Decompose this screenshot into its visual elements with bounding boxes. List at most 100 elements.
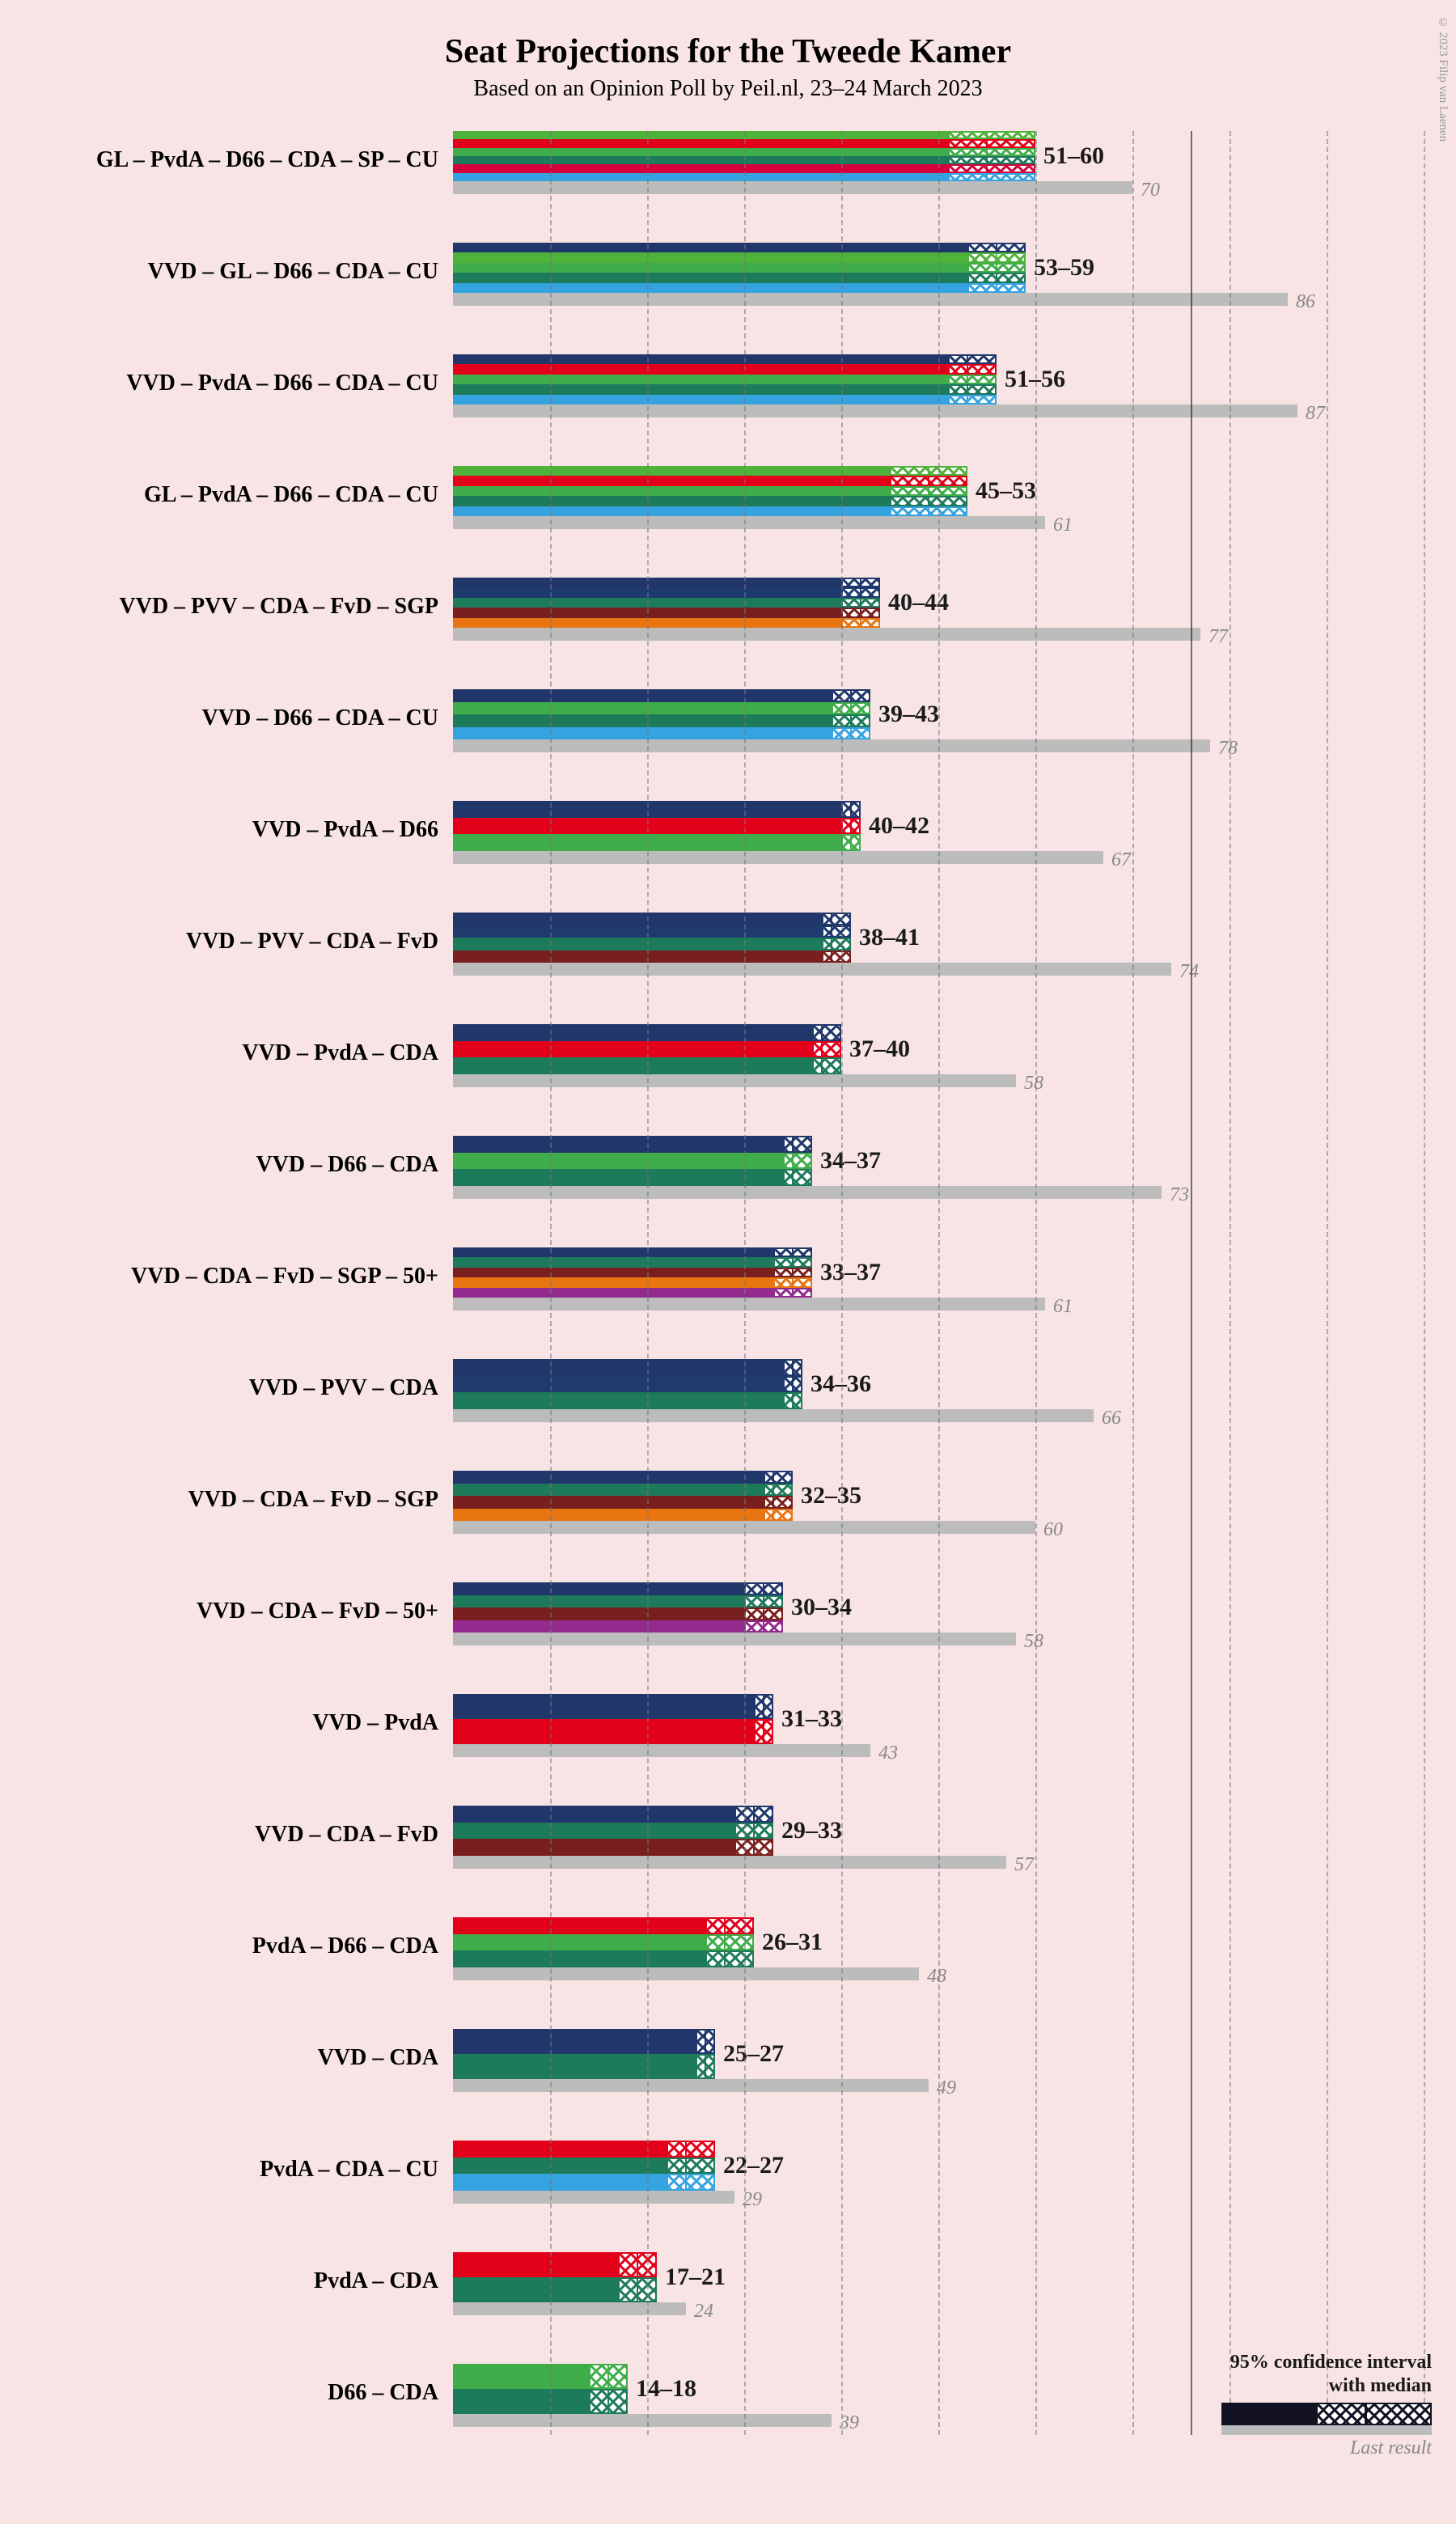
party-stripe bbox=[453, 1169, 1424, 1186]
coalition-row: VVD – PVV – CDA – FvD – SGP40–4477 bbox=[453, 578, 1424, 641]
party-stripe bbox=[453, 1694, 1424, 1719]
last-result-bar bbox=[453, 1074, 1016, 1087]
coalition-bar bbox=[453, 913, 1424, 963]
party-stripe bbox=[453, 1839, 1424, 1856]
party-stripe bbox=[453, 384, 1424, 394]
party-stripe bbox=[453, 1247, 1424, 1257]
party-stripe bbox=[453, 1288, 1424, 1298]
coalition-bar bbox=[453, 1471, 1424, 1521]
majority-marker bbox=[1191, 293, 1192, 306]
coalition-label: VVD – CDA bbox=[318, 2045, 453, 2071]
party-stripe bbox=[453, 1471, 1424, 1484]
last-result-bar bbox=[453, 404, 1297, 417]
range-label: 25–27 bbox=[723, 2040, 784, 2068]
last-result-bar bbox=[453, 2414, 832, 2427]
coalition-bar bbox=[453, 1582, 1424, 1633]
range-label: 38–41 bbox=[859, 924, 920, 951]
party-stripe bbox=[453, 2174, 1424, 2191]
coalition-bar bbox=[453, 1806, 1424, 1856]
coalition-label: VVD – CDA – FvD – 50+ bbox=[197, 1599, 453, 1624]
coalition-bar bbox=[453, 801, 1424, 851]
last-result-label: 58 bbox=[1024, 1631, 1043, 1653]
party-stripe bbox=[453, 476, 1424, 485]
range-label: 26–31 bbox=[762, 1929, 823, 1956]
party-stripe bbox=[453, 466, 1424, 476]
coalition-label: VVD – PvdA – CDA bbox=[242, 1040, 453, 1066]
last-result-label: 61 bbox=[1053, 515, 1073, 536]
range-label: 53–59 bbox=[1034, 254, 1094, 282]
range-label: 32–35 bbox=[801, 1482, 861, 1510]
coalition-row: VVD – GL – D66 – CDA – CU53–5986 bbox=[453, 243, 1424, 306]
majority-marker bbox=[1191, 739, 1192, 752]
last-result-label: 48 bbox=[927, 1966, 946, 1988]
coalition-row: VVD – PVV – CDA – FvD38–4174 bbox=[453, 913, 1424, 976]
party-stripe bbox=[453, 925, 1424, 938]
party-stripe bbox=[453, 506, 1424, 516]
party-stripe bbox=[453, 1484, 1424, 1497]
last-result-bar bbox=[453, 963, 1171, 976]
party-stripe bbox=[453, 1359, 1424, 1376]
coalition-label: VVD – CDA – FvD – SGP – 50+ bbox=[131, 1264, 453, 1290]
coalition-row: GL – PvdA – D66 – CDA – CU45–5361 bbox=[453, 466, 1424, 529]
coalition-bar bbox=[453, 1136, 1424, 1186]
chart-plot-area: GL – PvdA – D66 – CDA – SP – CU51–6070VV… bbox=[453, 131, 1424, 2475]
coalition-row: VVD – CDA25–2749 bbox=[453, 2029, 1424, 2092]
last-result-bar bbox=[453, 2191, 734, 2204]
last-result-label: 49 bbox=[937, 2077, 956, 2099]
party-stripe bbox=[453, 354, 1424, 364]
coalition-bar bbox=[453, 2141, 1424, 2191]
last-result-bar bbox=[453, 1967, 919, 1980]
party-stripe bbox=[453, 2054, 1424, 2079]
last-result-label: 43 bbox=[878, 1743, 898, 1764]
coalition-bar bbox=[453, 2029, 1424, 2079]
range-label: 34–37 bbox=[820, 1147, 881, 1175]
last-result-label: 87 bbox=[1306, 403, 1325, 425]
last-result-bar bbox=[453, 1744, 870, 1757]
last-result-bar bbox=[453, 851, 1103, 864]
coalition-bar bbox=[453, 1917, 1424, 1967]
range-label: 45–53 bbox=[976, 477, 1036, 505]
party-stripe bbox=[453, 131, 1424, 139]
party-stripe bbox=[453, 375, 1424, 384]
coalition-label: VVD – PVV – CDA – FvD bbox=[186, 929, 453, 955]
last-result-bar bbox=[453, 1856, 1006, 1869]
party-stripe bbox=[453, 938, 1424, 951]
coalition-row: VVD – PvdA31–3343 bbox=[453, 1694, 1424, 1757]
party-stripe bbox=[453, 173, 1424, 181]
coalition-bar bbox=[453, 1694, 1424, 1744]
last-result-bar bbox=[453, 2079, 929, 2092]
coalition-label: VVD – CDA – FvD bbox=[255, 1822, 453, 1848]
range-label: 37–40 bbox=[849, 1035, 910, 1063]
coalition-row: VVD – CDA – FvD – 50+30–3458 bbox=[453, 1582, 1424, 1645]
party-stripe bbox=[453, 1917, 1424, 1934]
coalition-label: PvdA – CDA – CU bbox=[260, 2157, 453, 2183]
party-stripe bbox=[453, 283, 1424, 293]
coalition-label: VVD – PvdA – D66 bbox=[252, 817, 453, 843]
gridline bbox=[1424, 131, 1425, 2435]
party-stripe bbox=[453, 618, 1424, 628]
party-stripe bbox=[453, 1257, 1424, 1267]
party-stripe bbox=[453, 1041, 1424, 1058]
last-result-bar bbox=[453, 1633, 1016, 1645]
last-result-bar bbox=[453, 293, 1288, 306]
coalition-label: VVD – PVV – CDA bbox=[249, 1375, 453, 1401]
range-label: 17–21 bbox=[665, 2264, 726, 2291]
coalition-label: VVD – CDA – FvD – SGP bbox=[188, 1487, 453, 1513]
coalition-label: VVD – GL – D66 – CDA – CU bbox=[148, 259, 453, 285]
party-stripe bbox=[453, 1950, 1424, 1967]
coalition-label: VVD – PvdA – D66 – CDA – CU bbox=[126, 371, 453, 396]
party-stripe bbox=[453, 496, 1424, 506]
coalition-row: VVD – PVV – CDA34–3666 bbox=[453, 1359, 1424, 1422]
party-stripe bbox=[453, 1509, 1424, 1522]
party-stripe bbox=[453, 2252, 1424, 2277]
party-stripe bbox=[453, 2029, 1424, 2054]
coalition-label: VVD – PVV – CDA – FvD – SGP bbox=[119, 594, 453, 620]
party-stripe bbox=[453, 1268, 1424, 1277]
coalition-bar bbox=[453, 2252, 1424, 2302]
coalition-row: VVD – D66 – CDA – CU39–4378 bbox=[453, 689, 1424, 752]
last-result-label: 57 bbox=[1014, 1854, 1034, 1876]
legend-last-label: Last result bbox=[1221, 2437, 1432, 2459]
party-stripe bbox=[453, 1057, 1424, 1074]
party-stripe bbox=[453, 727, 1424, 740]
coalition-label: VVD – D66 – CDA bbox=[256, 1152, 453, 1178]
